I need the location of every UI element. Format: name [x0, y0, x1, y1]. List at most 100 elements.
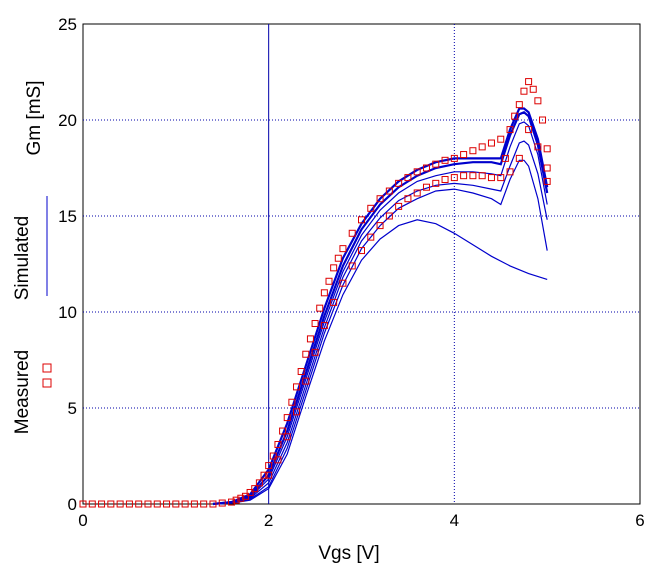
measured-point: [385, 187, 393, 195]
measured-point: [376, 222, 384, 230]
legend-measured-label: Measured: [12, 350, 33, 435]
legend-measured-marker: [42, 363, 52, 373]
measured-point: [413, 189, 421, 197]
measured-point: [190, 500, 198, 508]
measured-point: [395, 179, 403, 187]
measured-point: [339, 245, 347, 253]
measured-point: [404, 195, 412, 203]
measured-point: [163, 500, 171, 508]
y-tick-label: 15: [58, 207, 77, 226]
measured-point: [478, 143, 486, 151]
y-axis-label: Gm [mS]: [24, 81, 45, 156]
measured-point: [487, 174, 495, 182]
measured-point: [302, 350, 310, 358]
measured-point: [534, 97, 542, 105]
measured-point: [209, 500, 217, 508]
measured-point: [237, 494, 245, 502]
measured-point: [525, 78, 533, 86]
measured-point: [265, 471, 273, 479]
measured-point: [144, 500, 152, 508]
measured-point: [260, 471, 268, 479]
measured-point: [469, 147, 477, 155]
measured-point: [515, 154, 523, 162]
measured-point: [251, 485, 259, 493]
measured-point: [497, 135, 505, 143]
measured-point: [543, 177, 551, 185]
measured-point: [246, 488, 254, 496]
simulated-curve: [212, 219, 548, 505]
measured-point: [432, 179, 440, 187]
y-tick-label: 0: [68, 495, 77, 514]
measured-point: [506, 126, 514, 134]
measured-point: [279, 427, 287, 435]
measured-point: [539, 116, 547, 124]
measured-point: [385, 212, 393, 220]
measured-point: [358, 216, 365, 224]
measured-point: [320, 289, 328, 297]
measured-point: [269, 452, 277, 460]
measured-point: [79, 500, 87, 508]
measured-point: [274, 456, 282, 464]
measured-point: [450, 154, 458, 162]
measured-point: [228, 498, 236, 506]
legend-measured-marker: [42, 378, 52, 388]
measured-point: [520, 87, 528, 95]
measured-point: [422, 164, 430, 172]
measured-point: [200, 500, 208, 508]
measured-point: [218, 499, 226, 507]
measured-point: [153, 500, 161, 508]
measured-point: [487, 139, 495, 147]
x-axis-label: Vgs [V]: [318, 543, 379, 564]
measured-point: [348, 229, 356, 237]
measured-point: [135, 500, 143, 508]
measured-point: [181, 500, 189, 508]
measured-point: [348, 262, 356, 270]
x-tick-label: 2: [264, 511, 273, 530]
measured-point: [469, 172, 477, 180]
y-tick-label: 10: [58, 303, 77, 322]
measured-point: [367, 233, 375, 241]
plot-background: [82, 23, 641, 505]
measured-point: [293, 408, 301, 416]
measured-point: [125, 500, 133, 508]
measured-point: [339, 279, 347, 287]
measured-point: [302, 377, 310, 385]
tick-labels: 0 2 4 6 0 5 10 15 20 25: [58, 15, 645, 530]
measured-point: [288, 398, 296, 406]
measured-point: [478, 172, 486, 180]
measured-point: [116, 500, 124, 508]
measured-point: [432, 160, 440, 168]
measured-point: [404, 174, 412, 182]
measured-point: [525, 126, 533, 134]
grid-layer: [83, 24, 640, 504]
simulated-curves: [212, 107, 549, 506]
measured-point: [330, 264, 338, 272]
measured-point: [441, 176, 449, 184]
simulated-curve: [212, 140, 548, 505]
measured-point: [241, 492, 249, 500]
measured-markers: [79, 78, 551, 508]
measured-point: [316, 304, 324, 312]
measured-point: [422, 183, 430, 191]
measured-point: [293, 383, 301, 391]
measured-point: [265, 462, 273, 470]
measured-point: [88, 500, 96, 508]
measured-point: [107, 500, 115, 508]
measured-point: [501, 154, 509, 162]
x-tick-label: 6: [635, 511, 644, 530]
measured-point: [274, 440, 282, 448]
measured-point: [413, 168, 421, 176]
measured-point: [172, 500, 180, 508]
measured-point: [98, 500, 106, 508]
measured-point: [311, 348, 319, 356]
measured-point: [534, 143, 542, 151]
simulated-curve: [212, 107, 549, 506]
measured-point: [367, 204, 375, 212]
measured-point: [283, 414, 291, 422]
x-tick-label: 0: [78, 511, 87, 530]
legend-simulated-label: Simulated: [12, 216, 33, 301]
y-tick-label: 5: [68, 399, 77, 418]
measured-point: [358, 247, 365, 255]
measured-point: [232, 496, 240, 504]
